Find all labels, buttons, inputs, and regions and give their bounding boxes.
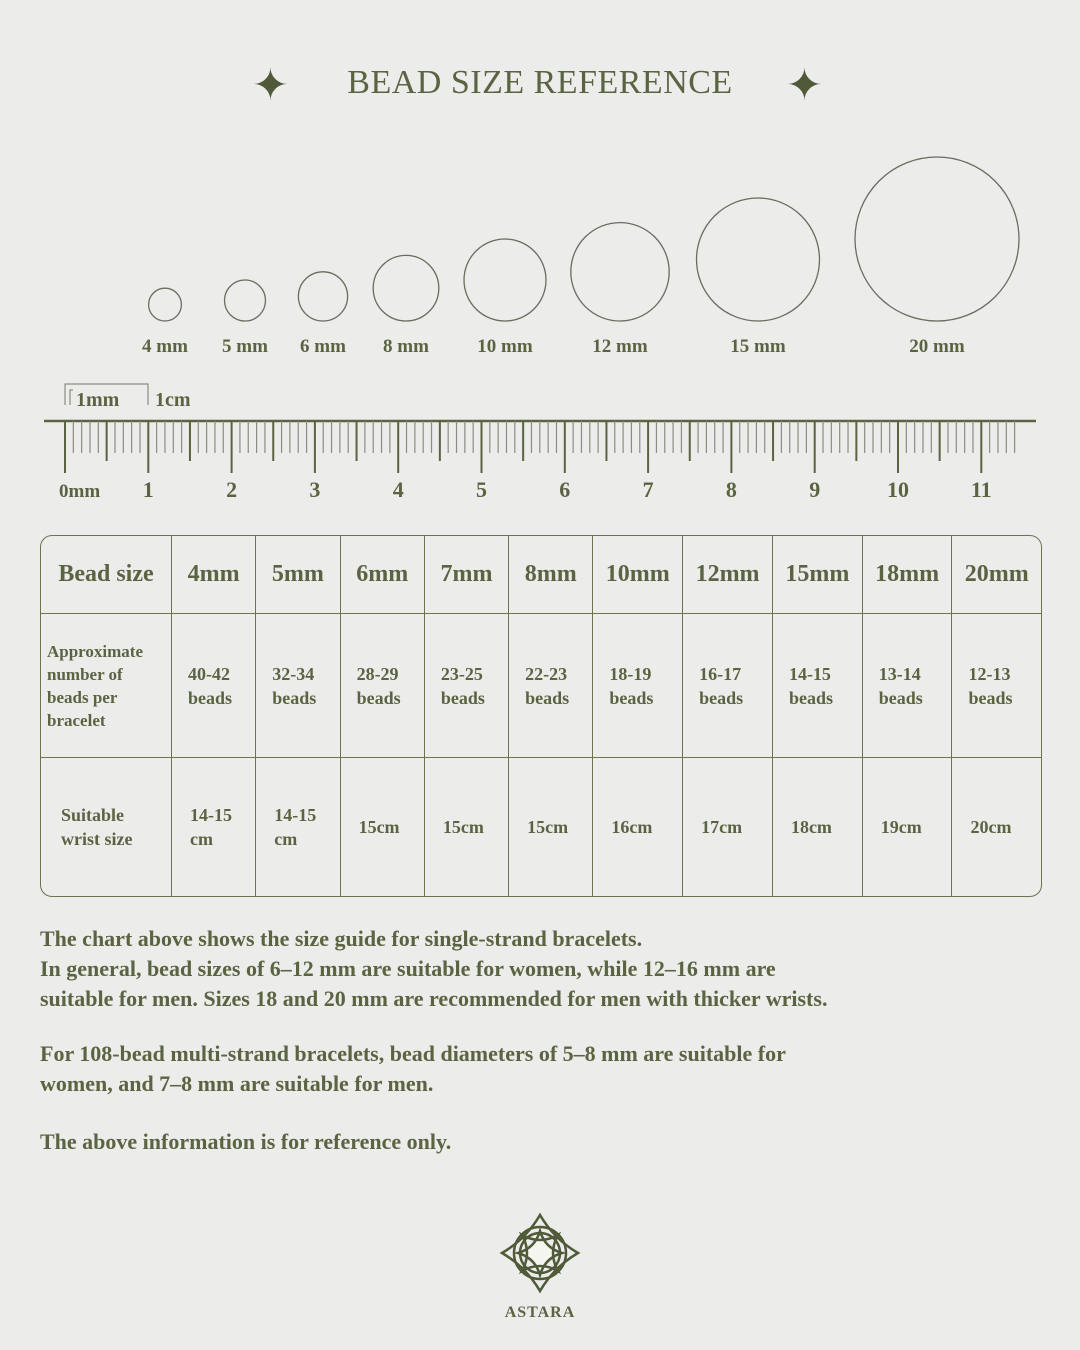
- table-cell: 28-29 beads: [340, 614, 425, 758]
- ruler-label: 7: [643, 477, 654, 502]
- table-cell: 12-13 beads: [952, 614, 1041, 758]
- bead-circle: [854, 156, 1020, 322]
- mm-legend-mark: [69, 389, 73, 405]
- bead-size-table: Bead size 4mm 5mm 6mm 7mm 8mm 10mm 12mm 15mm 18mm…: [40, 535, 1042, 897]
- row-header: Approximate number of beads per bracelet: [41, 614, 172, 758]
- column-header: 8mm: [509, 536, 594, 614]
- bead-circle: [147, 287, 183, 322]
- ruler-label: 11: [971, 477, 992, 502]
- table-cell: 20cm: [970, 817, 1012, 837]
- table-cell: 14-15 cm: [256, 758, 341, 896]
- ruler-legend-bracket: [64, 383, 149, 405]
- bead-circle: [463, 238, 547, 322]
- table-cell: 15cm: [509, 758, 594, 896]
- table-row: Approximate number of beads per bracelet 40-…: [41, 614, 1041, 758]
- column-header: 6mm: [340, 536, 425, 614]
- bead-circle: [372, 254, 440, 322]
- bead-circle: [223, 279, 267, 322]
- sparkle-icon: ✦: [252, 60, 289, 111]
- table-cell: 15cm: [341, 758, 425, 896]
- ruler-label: 6: [559, 477, 570, 502]
- note-paragraph: The above information is for reference o…: [40, 1129, 452, 1154]
- column-header: 12mm: [683, 536, 773, 614]
- ruler-label: 1: [143, 477, 154, 502]
- table-cell: 40-42 beads: [172, 614, 257, 758]
- column-header: 4mm: [172, 536, 257, 614]
- table-cell: 14-15 beads: [772, 614, 863, 758]
- row-header: Bead size: [41, 536, 172, 614]
- column-header: 7mm: [424, 536, 510, 614]
- column-header: 18mm: [862, 536, 953, 614]
- brand-name: ASTARA: [504, 1304, 576, 1321]
- bead-circle: [297, 271, 349, 322]
- ruler-label: 10: [887, 477, 909, 502]
- bead-label: 5 mm: [222, 336, 268, 357]
- table-cell: 14-15 cm: [172, 758, 257, 896]
- table-header-row: Bead size 4mm 5mm 6mm 7mm 8mm 10mm 12mm 15mm 18mm…: [41, 536, 1041, 614]
- bead-label: 8 mm: [383, 336, 429, 357]
- bead-label: 20 mm: [909, 336, 965, 357]
- bead-label: 12 mm: [592, 336, 648, 357]
- table-cell: 13-14 beads: [862, 614, 953, 758]
- sparkle-icon: ✦: [786, 60, 823, 111]
- cm-legend: 1cm: [155, 389, 191, 411]
- bead-circle: [695, 197, 821, 322]
- row-header: Suitable wrist size: [41, 758, 172, 896]
- bead-label: 15 mm: [730, 336, 786, 357]
- ruler-label: 5: [476, 477, 487, 502]
- column-header: 10mm: [593, 536, 684, 614]
- table-cell: 19cm: [863, 758, 953, 896]
- note-paragraph: The chart above shows the size guide for…: [40, 926, 828, 1011]
- ruler-label: 3: [309, 477, 320, 502]
- table-cell: 16-17 beads: [683, 614, 773, 758]
- column-header: 15mm: [772, 536, 863, 614]
- ruler-label: 8: [726, 477, 737, 502]
- ruler-label: 2: [226, 477, 237, 502]
- table-cell: 23-25 beads: [424, 614, 510, 758]
- table-cell: 18cm: [773, 758, 863, 896]
- bead-label: 6 mm: [300, 336, 346, 357]
- table-cell: 18-19 beads: [593, 614, 684, 758]
- ruler-label: 0mm: [59, 481, 100, 502]
- table-cell: 17cm: [683, 758, 773, 896]
- table-cell: 15cm: [425, 758, 510, 896]
- ruler-label: 4: [393, 477, 404, 502]
- column-header: 20mm: [952, 536, 1041, 614]
- mm-legend: 1mm: [76, 389, 120, 411]
- bead-and-ruler-figure: 4 mm 5 mm 6 mm 8 mm 10 mm 12 mm 15 mm 20 mm 0mm 1…: [44, 156, 1036, 502]
- page-title: BEAD SIZE REFERENCE: [347, 64, 733, 101]
- table-row: Suitable wrist size 14-15 cm 14-15 cm 15cm 15cm…: [41, 758, 1041, 896]
- ruler-label: 9: [809, 477, 820, 502]
- table-cell: 16cm: [593, 758, 684, 896]
- note-paragraph: For 108-bead multi-strand bracelets, bea…: [40, 1041, 786, 1096]
- table-cell: 22-23 beads: [509, 614, 594, 758]
- column-header: 5mm: [256, 536, 341, 614]
- bead-label: 4 mm: [142, 336, 188, 357]
- table-cell: 32-34 beads: [256, 614, 341, 758]
- bead-circle: [570, 221, 670, 322]
- star-compass-icon: [499, 1212, 581, 1294]
- bead-label: 10 mm: [477, 336, 533, 357]
